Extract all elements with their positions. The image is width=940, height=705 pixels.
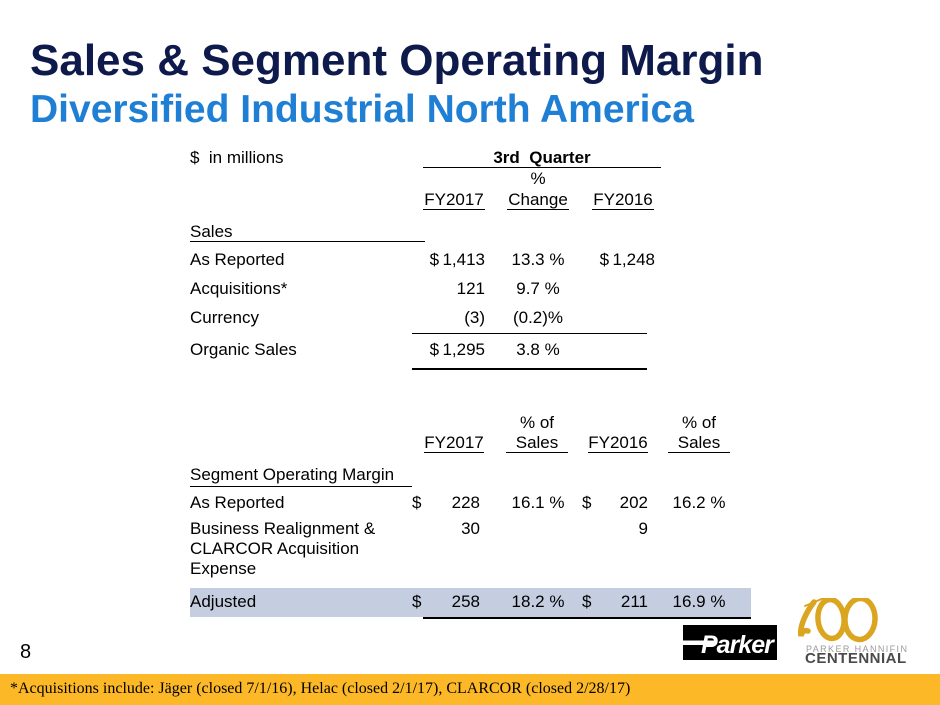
svg-text:Parker: Parker [701,631,775,659]
